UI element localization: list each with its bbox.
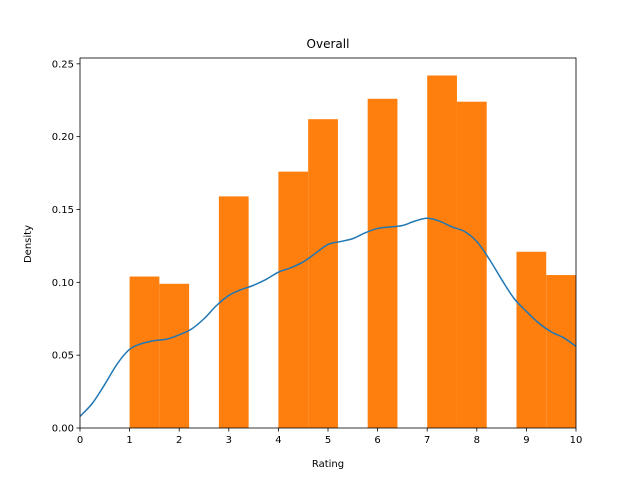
histogram-bar-4 [278,171,309,428]
histogram-bar-1 [129,276,160,428]
y-axis-ticks: 0.00 0.05 0.10 0.15 0.20 0.25 [52,59,80,435]
density-curve [79,217,577,417]
x-tick-label: 5 [325,435,331,446]
y-tick-label: 0.15 [52,205,74,216]
y-tick-label: 0.00 [52,424,74,435]
y-tick-label: 0.10 [52,278,74,289]
histogram-bar-3 [218,196,249,428]
y-axis-label: Density [23,225,34,263]
histogram-bars [129,75,576,429]
x-tick-label: 2 [176,435,182,446]
x-axis-ticks: 0 1 2 3 4 5 6 7 8 9 10 [77,428,583,446]
x-tick-label: 3 [226,435,232,446]
x-tick-label: 6 [374,435,380,446]
y-tick-label: 0.20 [52,132,74,143]
y-tick-label: 0.25 [52,59,74,70]
histogram-bar-2 [159,283,190,428]
x-tick-label: 7 [424,435,430,446]
histogram-bar-6 [367,98,398,428]
y-tick-label: 0.05 [52,351,74,362]
histogram-bar-8 [456,101,487,428]
x-tick-label: 8 [474,435,480,446]
histogram-bar-7 [427,75,457,428]
histogram-bar-10 [546,275,576,428]
chart-title: Overall [307,37,350,51]
x-tick-label: 10 [570,435,583,446]
x-axis-label: Rating [312,459,344,470]
x-tick-label: 4 [275,435,281,446]
histogram-bar-5 [308,119,338,429]
x-tick-label: 1 [126,435,132,446]
x-tick-label: 9 [523,435,529,446]
x-tick-label: 0 [77,435,83,446]
histogram-bar-9 [516,251,547,428]
